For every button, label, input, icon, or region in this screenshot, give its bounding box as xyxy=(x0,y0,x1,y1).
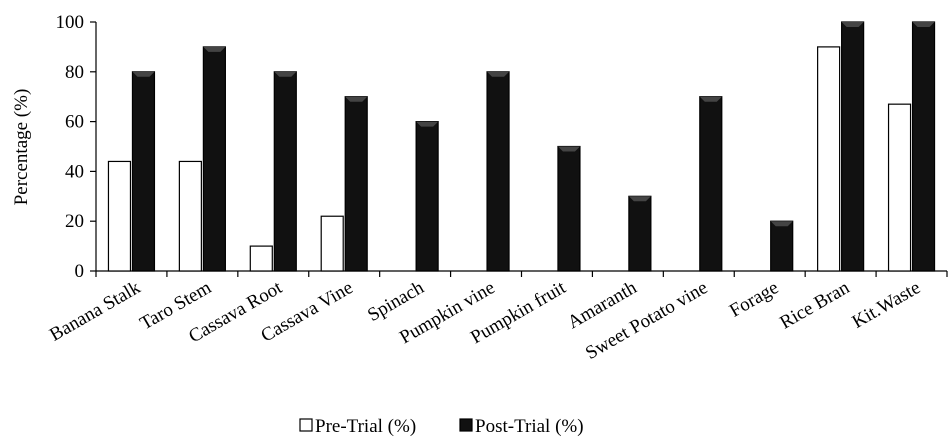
bar-pre-trial xyxy=(178,160,202,272)
bar-post-trial-rect xyxy=(557,145,581,272)
bars xyxy=(107,21,936,272)
bar-post-trial-rect xyxy=(131,71,156,272)
category-label: Rice Bran xyxy=(776,277,853,334)
bar-post-trial-rect xyxy=(841,21,865,272)
bar-bevel xyxy=(416,121,439,127)
bar-post-trial xyxy=(770,220,794,272)
bar-pre-trial-rect xyxy=(178,160,202,272)
bar-post-trial xyxy=(202,46,226,272)
bar-bevel xyxy=(912,22,935,27)
bar-post-trial xyxy=(273,71,297,272)
y-axis-title: Percentage (%) xyxy=(11,89,32,206)
bar-bevel xyxy=(841,22,864,27)
bar-bevel xyxy=(628,196,651,202)
bar-post-trial xyxy=(911,21,936,272)
y-tick-label: 40 xyxy=(65,161,84,182)
bar-bevel xyxy=(557,146,580,152)
bar-pre-trial-rect xyxy=(107,160,132,272)
legend-item-post-trial: Post-Trial (%) xyxy=(459,416,584,437)
bar-post-trial-rect xyxy=(202,46,226,272)
category-label: Banana Stalk xyxy=(46,277,144,346)
y-tick-label: 60 xyxy=(65,112,84,133)
bar-post-trial xyxy=(699,96,723,272)
category-label: Sweet Potato vine xyxy=(582,277,711,364)
bar-post-trial-rect xyxy=(486,71,510,272)
bar-bevel xyxy=(770,221,793,227)
bar-pre-trial-rect xyxy=(320,215,344,272)
bar-pre-trial-rect xyxy=(887,103,912,272)
bar-post-trial xyxy=(344,96,368,272)
bar-post-trial-rect xyxy=(273,71,297,272)
bar-post-trial-rect xyxy=(911,21,936,272)
bar-post-trial-rect xyxy=(628,195,652,272)
bar-post-trial-rect xyxy=(344,96,368,272)
bar-pre-trial xyxy=(107,160,132,272)
bar-bevel xyxy=(203,46,226,52)
y-tick-label: 20 xyxy=(65,211,84,232)
bar-bevel xyxy=(487,71,510,77)
bar-post-trial xyxy=(557,145,581,272)
bar-post-trial-rect xyxy=(770,220,794,272)
bar-pre-trial xyxy=(817,46,841,272)
category-label: Forage xyxy=(726,277,782,322)
bar-post-trial-rect xyxy=(699,96,723,272)
bar-post-trial xyxy=(628,195,652,272)
legend-item-pre-trial: Pre-Trial (%) xyxy=(299,416,416,437)
category-label: Kit.Waste xyxy=(849,277,924,333)
y-tick-label: 100 xyxy=(56,12,85,33)
bar-post-trial-rect xyxy=(415,120,439,272)
bar-pre-trial xyxy=(320,215,344,272)
legend-label: Post-Trial (%) xyxy=(475,416,584,437)
legend: Pre-Trial (%) Post-Trial (%) xyxy=(299,416,584,437)
legend-swatch xyxy=(299,418,313,432)
bar-post-trial xyxy=(415,120,439,272)
axes: 0 20 40 60 80 100 xyxy=(56,12,948,282)
y-tick-label: 0 xyxy=(75,261,85,282)
bar-bevel xyxy=(699,96,722,102)
bar-pre-trial xyxy=(887,103,912,272)
y-tick-label: 80 xyxy=(65,62,84,83)
bar-post-trial xyxy=(841,21,865,272)
bar-bevel xyxy=(132,71,155,77)
legend-swatch xyxy=(459,418,473,432)
bar-pre-trial xyxy=(249,245,273,272)
bar-pre-trial-rect xyxy=(249,245,273,272)
bar-bevel xyxy=(345,96,368,102)
legend-label: Pre-Trial (%) xyxy=(315,416,416,437)
bar-post-trial xyxy=(486,71,510,272)
bar-post-trial xyxy=(131,71,156,272)
bar-pre-trial-rect xyxy=(817,46,841,272)
bar-bevel xyxy=(274,71,297,77)
